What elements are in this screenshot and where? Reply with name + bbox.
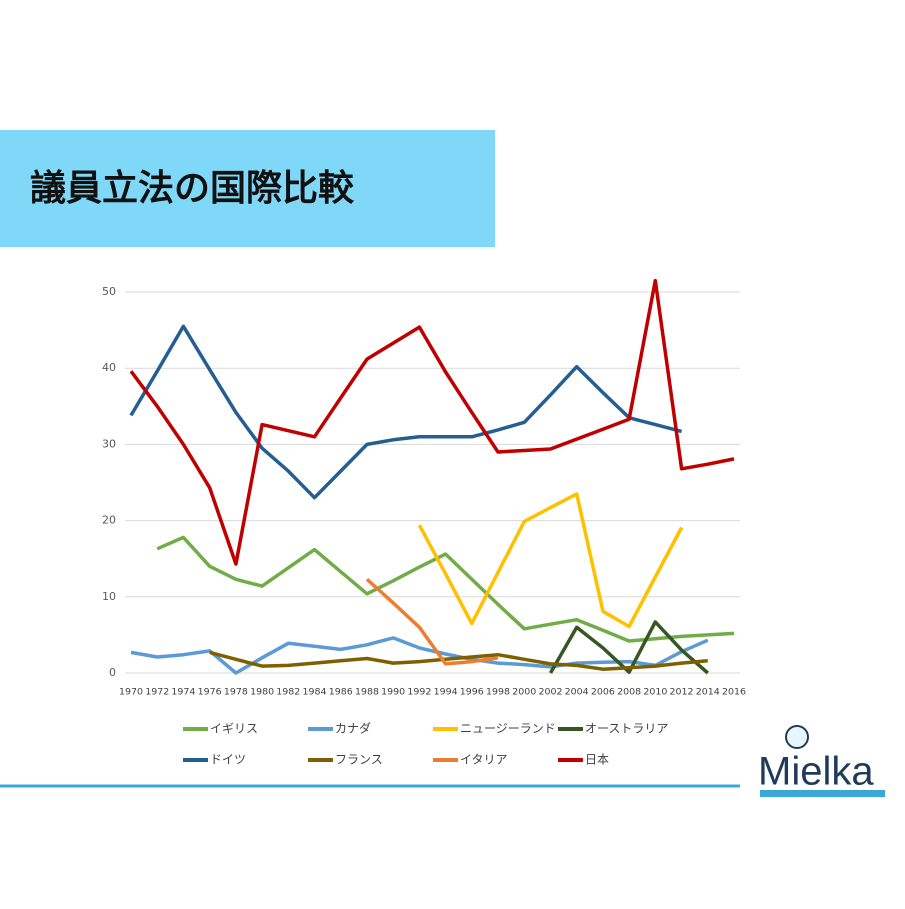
legend-label: イタリア xyxy=(460,753,508,767)
legend-label: フランス xyxy=(335,753,383,767)
logo-bar xyxy=(760,790,885,797)
x-tick-label: 1970 xyxy=(119,688,143,698)
title-banner xyxy=(0,130,495,247)
logo-text: Mielka xyxy=(758,750,874,794)
series-line xyxy=(129,324,683,500)
logo-lens xyxy=(785,725,809,749)
x-tick-label: 2002 xyxy=(538,688,562,698)
x-tick-label: 2004 xyxy=(565,688,589,698)
logo: Mielka xyxy=(758,725,885,797)
legend-label: イギリス xyxy=(210,722,258,736)
x-tick-label: 1998 xyxy=(486,688,510,698)
legend-label: オーストラリア xyxy=(585,722,668,736)
y-tick-label: 50 xyxy=(102,285,116,298)
series-line xyxy=(417,492,684,629)
y-tick-label: 0 xyxy=(109,666,116,679)
x-tick-label: 1972 xyxy=(145,688,169,698)
x-tick-label: 1994 xyxy=(434,688,458,698)
x-tick-label: 2006 xyxy=(591,688,615,698)
slide-title: 議員立法の国際比較 xyxy=(30,168,355,209)
y-tick-label: 20 xyxy=(102,514,116,527)
x-tick-label: 2000 xyxy=(512,688,536,698)
series-line xyxy=(129,278,735,566)
y-tick-label: 40 xyxy=(102,361,116,374)
x-tick-label: 1996 xyxy=(460,688,484,698)
x-tick-label: 2010 xyxy=(643,688,667,698)
x-tick-label: 1978 xyxy=(224,688,248,698)
legend-label: ニュージーランド xyxy=(460,722,556,736)
x-tick-label: 1984 xyxy=(303,688,327,698)
series-line xyxy=(130,636,709,675)
x-tick-label: 1988 xyxy=(355,688,379,698)
x-tick-label: 1986 xyxy=(329,688,353,698)
legend-label: カナダ xyxy=(335,721,371,736)
x-tick-label: 1982 xyxy=(276,688,300,698)
x-tick-label: 2012 xyxy=(670,688,694,698)
series-line xyxy=(156,535,735,643)
x-tick-label: 2008 xyxy=(617,688,641,698)
series-line xyxy=(365,577,499,666)
y-tick-label: 30 xyxy=(102,437,116,450)
series-line xyxy=(548,620,709,675)
x-tick-label: 1976 xyxy=(198,688,222,698)
legend-label: ドイツ xyxy=(210,753,246,767)
x-tick-label: 1980 xyxy=(250,688,274,698)
x-tick-label: 1992 xyxy=(407,688,431,698)
y-tick-label: 10 xyxy=(102,590,116,603)
x-tick-label: 2014 xyxy=(696,688,720,698)
x-tick-label: 1974 xyxy=(171,688,195,698)
series-line xyxy=(209,650,708,671)
x-tick-label: 2016 xyxy=(722,688,746,698)
x-tick-label: 1990 xyxy=(381,688,405,698)
legend-label: 日本 xyxy=(585,753,609,767)
